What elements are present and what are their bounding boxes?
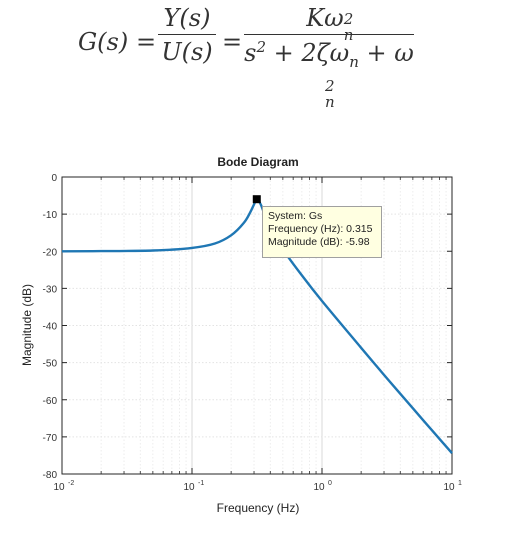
formula-numerator-2: Kω 2 n <box>306 4 354 44</box>
formula-denominator-1: U(s) <box>161 38 213 66</box>
plot-frame <box>61 176 453 475</box>
formula-fraction-bar-1 <box>158 34 216 35</box>
formula-lhs: G(s) <box>78 28 129 56</box>
x-tick-label: 10 <box>313 482 325 493</box>
formula-numerator-1: Y(s) <box>163 4 211 32</box>
datatip-marker[interactable] <box>252 195 261 204</box>
x-tick-label: 10 <box>183 482 195 493</box>
y-tick-label: -50 <box>43 359 58 370</box>
y-tick-label: 0 <box>51 173 57 184</box>
y-tick-label: -80 <box>43 470 58 481</box>
x-tick-label: 10 <box>53 482 65 493</box>
formula-equals-1: = <box>136 28 157 56</box>
magnitude-line <box>61 198 453 455</box>
x-tick-label-exponent: 1 <box>458 480 462 487</box>
y-tick-label: -70 <box>43 433 58 444</box>
datatip[interactable]: System: Gs Frequency (Hz): 0.315 Magnitu… <box>262 206 382 258</box>
datatip-magnitude: Magnitude (dB): -5.98 <box>268 236 370 248</box>
x-tick-label-exponent: -1 <box>198 480 204 487</box>
x-tick-label: 10 <box>443 482 455 493</box>
y-tick-label: -20 <box>43 247 58 258</box>
datatip-frequency: Frequency (Hz): 0.315 <box>268 223 373 235</box>
plot-area <box>62 177 452 474</box>
y-tick-label: -60 <box>43 396 58 407</box>
y-tick-label: -30 <box>43 284 58 295</box>
x-tick-label-exponent: -2 <box>68 480 74 487</box>
formula-equals-2: = <box>222 28 243 56</box>
x-axis-label: Frequency (Hz) <box>217 501 300 515</box>
formula-fraction-1: Y(s) U(s) <box>158 4 216 66</box>
datatip-system: System: Gs <box>268 210 323 222</box>
bode-chart: Bode Diagram 0-10-20-30-40-50-60-70-8010… <box>20 155 462 515</box>
y-axis-label: Magnitude (dB) <box>20 284 34 366</box>
chart-title: Bode Diagram <box>217 155 298 169</box>
x-tick-label-exponent: 0 <box>328 480 332 487</box>
y-tick-label: -40 <box>43 322 58 333</box>
y-tick-label: -10 <box>43 210 58 221</box>
formula-fraction-bar-2 <box>244 34 414 35</box>
